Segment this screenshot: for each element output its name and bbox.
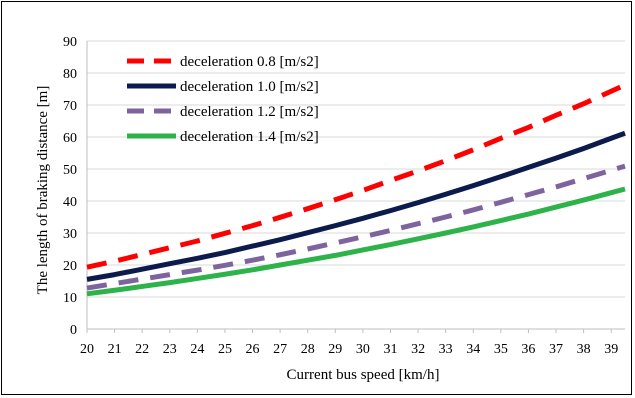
grid-lines [87, 40, 625, 298]
y-tick-label: 50 [63, 163, 77, 178]
series-line-2 [86, 130, 626, 282]
x-tick-label: 31 [383, 342, 397, 357]
x-tick-label: 34 [466, 342, 480, 357]
x-tick-label: 29 [328, 342, 342, 357]
series-line-4 [86, 186, 626, 297]
y-tick-label: 60 [63, 131, 77, 146]
x-tick-label: 21 [108, 342, 122, 357]
x-tick-label: 37 [549, 342, 563, 357]
series-lines [86, 82, 627, 297]
axes [86, 41, 625, 333]
x-tick-label: 22 [135, 342, 149, 357]
x-tick-label: 38 [577, 342, 591, 357]
x-tick-label: 36 [521, 342, 535, 357]
x-tick-label: 27 [273, 342, 287, 357]
y-tick-label: 80 [63, 67, 77, 82]
x-tick-label: 33 [439, 342, 453, 357]
x-axis-label: Current bus speed [km/h] [287, 367, 440, 383]
y-tick-labels: 0 10 20 30 40 50 60 70 80 90 [63, 35, 77, 338]
x-tick-label: 20 [80, 342, 94, 357]
x-tick-label: 35 [494, 342, 508, 357]
series-line-1 [86, 82, 627, 270]
x-tick-labels: 20 21 22 23 24 25 26 27 28 29 30 31 32 33 34 35 36 37 38 39 [80, 342, 618, 357]
legend-label-1: deceleration 0.8 [m/s2] [180, 54, 319, 70]
y-tick-label: 70 [63, 99, 77, 114]
x-tick-label: 39 [604, 342, 618, 357]
legend-label-3: deceleration 1.2 [m/s2] [180, 104, 319, 120]
x-tick-label: 30 [356, 342, 370, 357]
x-tick-label: 23 [163, 342, 177, 357]
y-tick-label: 20 [63, 259, 77, 274]
x-tick-label: 28 [301, 342, 315, 357]
legend: deceleration 0.8 [m/s2] deceleration 1.0 … [127, 54, 319, 145]
y-axis-label: The length of braking distance [m] [35, 86, 51, 295]
x-tick-label: 25 [218, 342, 232, 357]
legend-label-4: deceleration 1.4 [m/s2] [180, 129, 319, 145]
series-line-3 [86, 163, 626, 291]
x-tick-label: 24 [190, 342, 204, 357]
y-tick-label: 40 [63, 195, 77, 210]
legend-label-2: deceleration 1.0 [m/s2] [180, 79, 319, 95]
y-tick-label: 0 [70, 323, 77, 338]
x-tick-label: 32 [411, 342, 425, 357]
y-tick-label: 30 [63, 227, 77, 242]
x-tick-label: 26 [246, 342, 260, 357]
y-tick-label: 10 [63, 291, 77, 306]
y-tick-label: 90 [63, 35, 77, 50]
